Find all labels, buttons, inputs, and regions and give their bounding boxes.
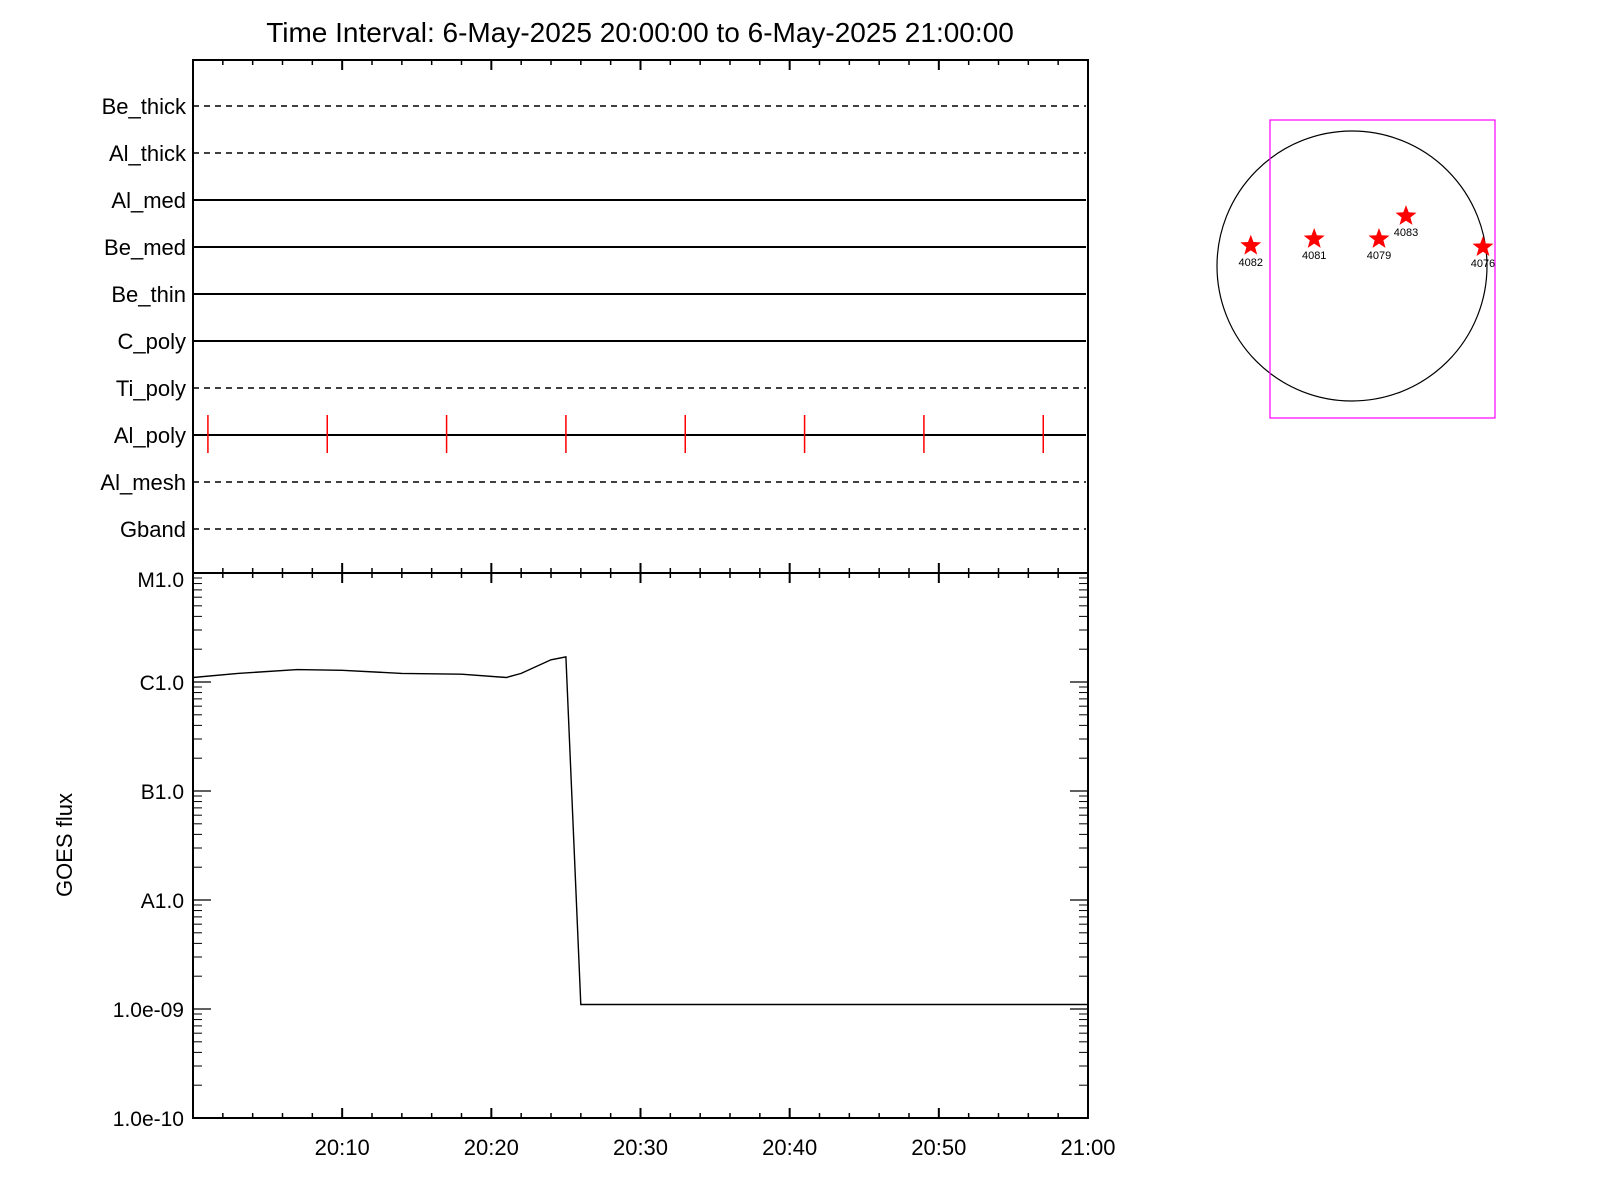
filter-coverage-panel: Be_thick Al_thick Al_med Be_med Be_thin C_pol…: [100, 59, 1089, 574]
y-tick-label: 1.0e-10: [113, 1108, 184, 1131]
y-tick-label: 1.0e-09: [113, 999, 184, 1022]
active-region-marker: [1303, 228, 1325, 248]
filter-label: Ti_poly: [116, 376, 186, 401]
goes-flux-line: [192, 656, 1088, 1006]
x-tick-label: 20:20: [464, 1135, 519, 1160]
filter-label: Gband: [120, 517, 186, 542]
xrt-field-of-view-box: [1269, 119, 1496, 419]
solar-disk-limb: [1216, 130, 1488, 402]
x-tick-label: 20:30: [613, 1135, 668, 1160]
x-tick-label: 21:00: [1060, 1135, 1115, 1160]
filter-label: Al_mesh: [100, 470, 186, 495]
active-region-label: 4076: [1471, 258, 1495, 270]
filter-label: Al_med: [111, 188, 186, 213]
x-tick-label: 20:10: [315, 1135, 370, 1160]
active-region-label: 4083: [1394, 227, 1418, 239]
active-region-marker: [1368, 228, 1390, 248]
goes-y-axis-label: GOES flux: [52, 793, 77, 897]
active-region-label: 4079: [1367, 250, 1391, 262]
x-tick-label: 20:50: [911, 1135, 966, 1160]
filter-label: Be_med: [104, 235, 186, 260]
filter-label: C_poly: [118, 329, 186, 354]
active-region-marker: [1240, 234, 1262, 255]
active-region-label: 4081: [1302, 250, 1326, 262]
y-tick-label: B1.0: [141, 781, 184, 804]
y-tick-label: A1.0: [141, 890, 184, 913]
active-region-marker: [1472, 236, 1494, 256]
y-tick-label: M1.0: [137, 569, 184, 592]
filter-label: Al_thick: [109, 141, 187, 166]
filter-label: Al_poly: [114, 423, 186, 448]
x-tick-label: 20:40: [762, 1135, 817, 1160]
filter-label: Be_thin: [111, 282, 186, 307]
active-region-label: 4082: [1239, 257, 1263, 269]
y-tick-label: C1.0: [140, 672, 184, 695]
chart-title: Time Interval: 6-May-2025 20:00:00 to 6-…: [266, 17, 1014, 48]
filter-label: Be_thick: [102, 94, 187, 119]
goes-flux-panel: GOES flux 1.0e-10 1.0e-09 A1.0 B1.0 C1.0 M1.0…: [52, 569, 1116, 1160]
active-region-marker: [1395, 205, 1417, 225]
